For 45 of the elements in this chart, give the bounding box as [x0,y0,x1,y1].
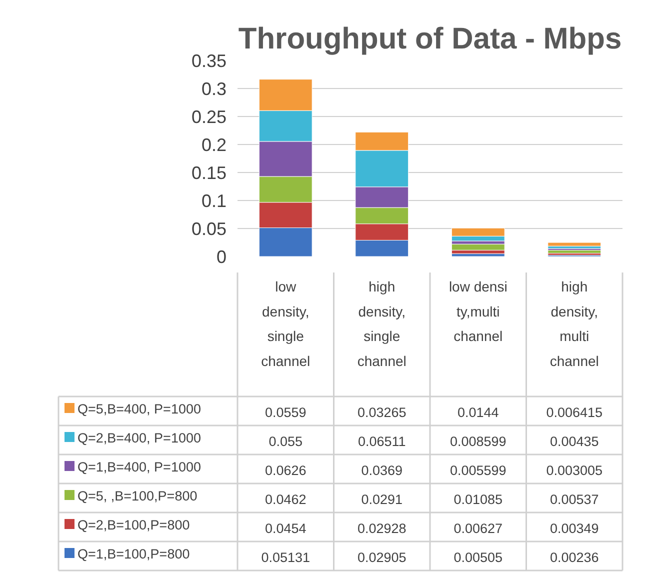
data-label: 0.005599 [450,463,506,478]
legend-label: Q=1,B=100,P=800 [78,546,190,562]
x-tick-label: low density, single channel [261,278,310,369]
x-tick-label: low density,multi channel [448,278,508,344]
data-label: 0.05131 [261,550,310,565]
data-label: 0.02928 [357,521,406,536]
y-tick-label: 0.2 [201,135,227,155]
data-label: 0.0462 [264,492,306,507]
bar [451,244,505,250]
data-label: 0.006415 [546,405,603,420]
data-label: 0.00349 [550,521,599,536]
data-label: 0.0291 [361,492,403,507]
data-label: 0.06511 [358,434,406,449]
x-tick-label: high density, multi channel [550,278,599,369]
data-label: 0.0369 [361,463,403,478]
legend-label: Q=2,B=400, P=1000 [78,430,201,446]
data-label: 0.003005 [546,463,603,478]
y-tick-label: 0 [216,247,227,267]
data-label: 0.0144 [457,405,500,420]
data-label: 0.0559 [264,405,306,420]
data-label: 0.0626 [264,463,306,478]
data-label: 0.00537 [550,492,599,507]
data-label: 0.02905 [357,550,406,565]
data-label: 0.008599 [450,434,506,449]
data-label: 0.03265 [357,405,406,420]
y-tick-label: 0.25 [191,107,227,127]
data-label: 0.0454 [264,521,307,536]
legend-label: Q=1,B=400, P=1000 [78,460,201,474]
x-tick-label: high density, single channel [357,278,406,369]
data-label: 0.00435 [550,434,599,449]
chart-title: Throughput of Data - Mbps [238,22,622,56]
y-tick-label: 0.3 [201,79,227,99]
y-tick-label: 0.15 [191,163,227,183]
data-label: 0.00505 [454,550,503,565]
y-tick-label: 0.1 [201,191,227,211]
y-tick-label: 0.35 [191,51,227,71]
data-label: 0.00627 [454,521,503,536]
data-label: 0.01085 [454,492,503,507]
legend-label: Q=5,B=400, P=1000 [78,402,201,416]
legend-label: Q=5, ,B=100,P=800 [78,488,198,504]
bar [548,242,602,246]
legend-label: Q=2,B=100,P=800 [78,518,190,532]
y-tick-label: 0.05 [191,219,227,239]
data-label: 0.00236 [550,550,599,565]
data-label: 0.055 [268,434,303,449]
